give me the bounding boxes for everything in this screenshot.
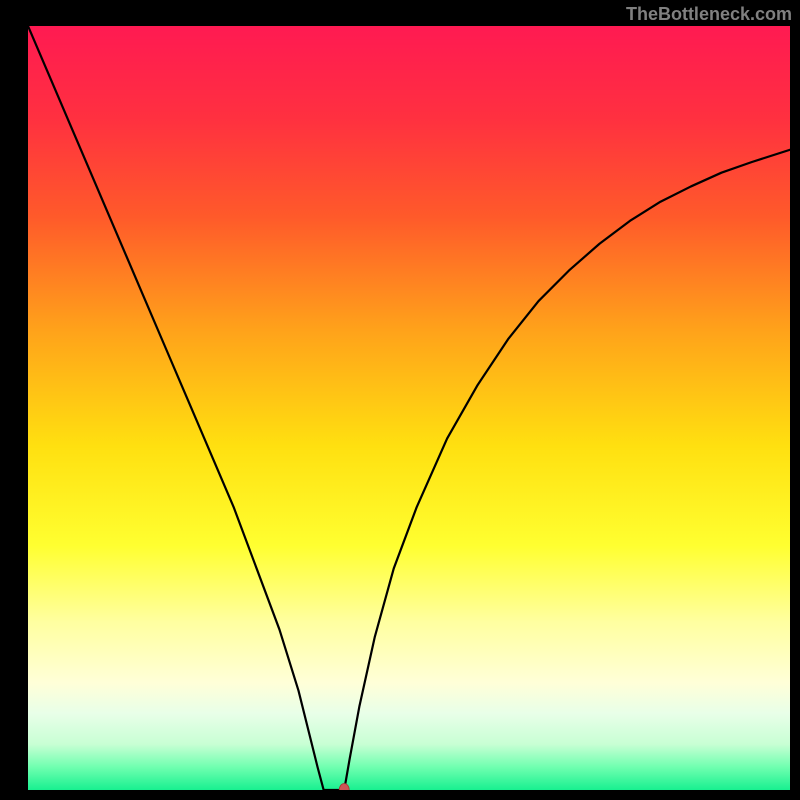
gradient-background <box>28 26 790 790</box>
watermark-text: TheBottleneck.com <box>626 4 792 25</box>
chart-container: TheBottleneck.com <box>0 0 800 800</box>
plot-area <box>28 26 790 790</box>
chart-svg <box>28 26 790 790</box>
